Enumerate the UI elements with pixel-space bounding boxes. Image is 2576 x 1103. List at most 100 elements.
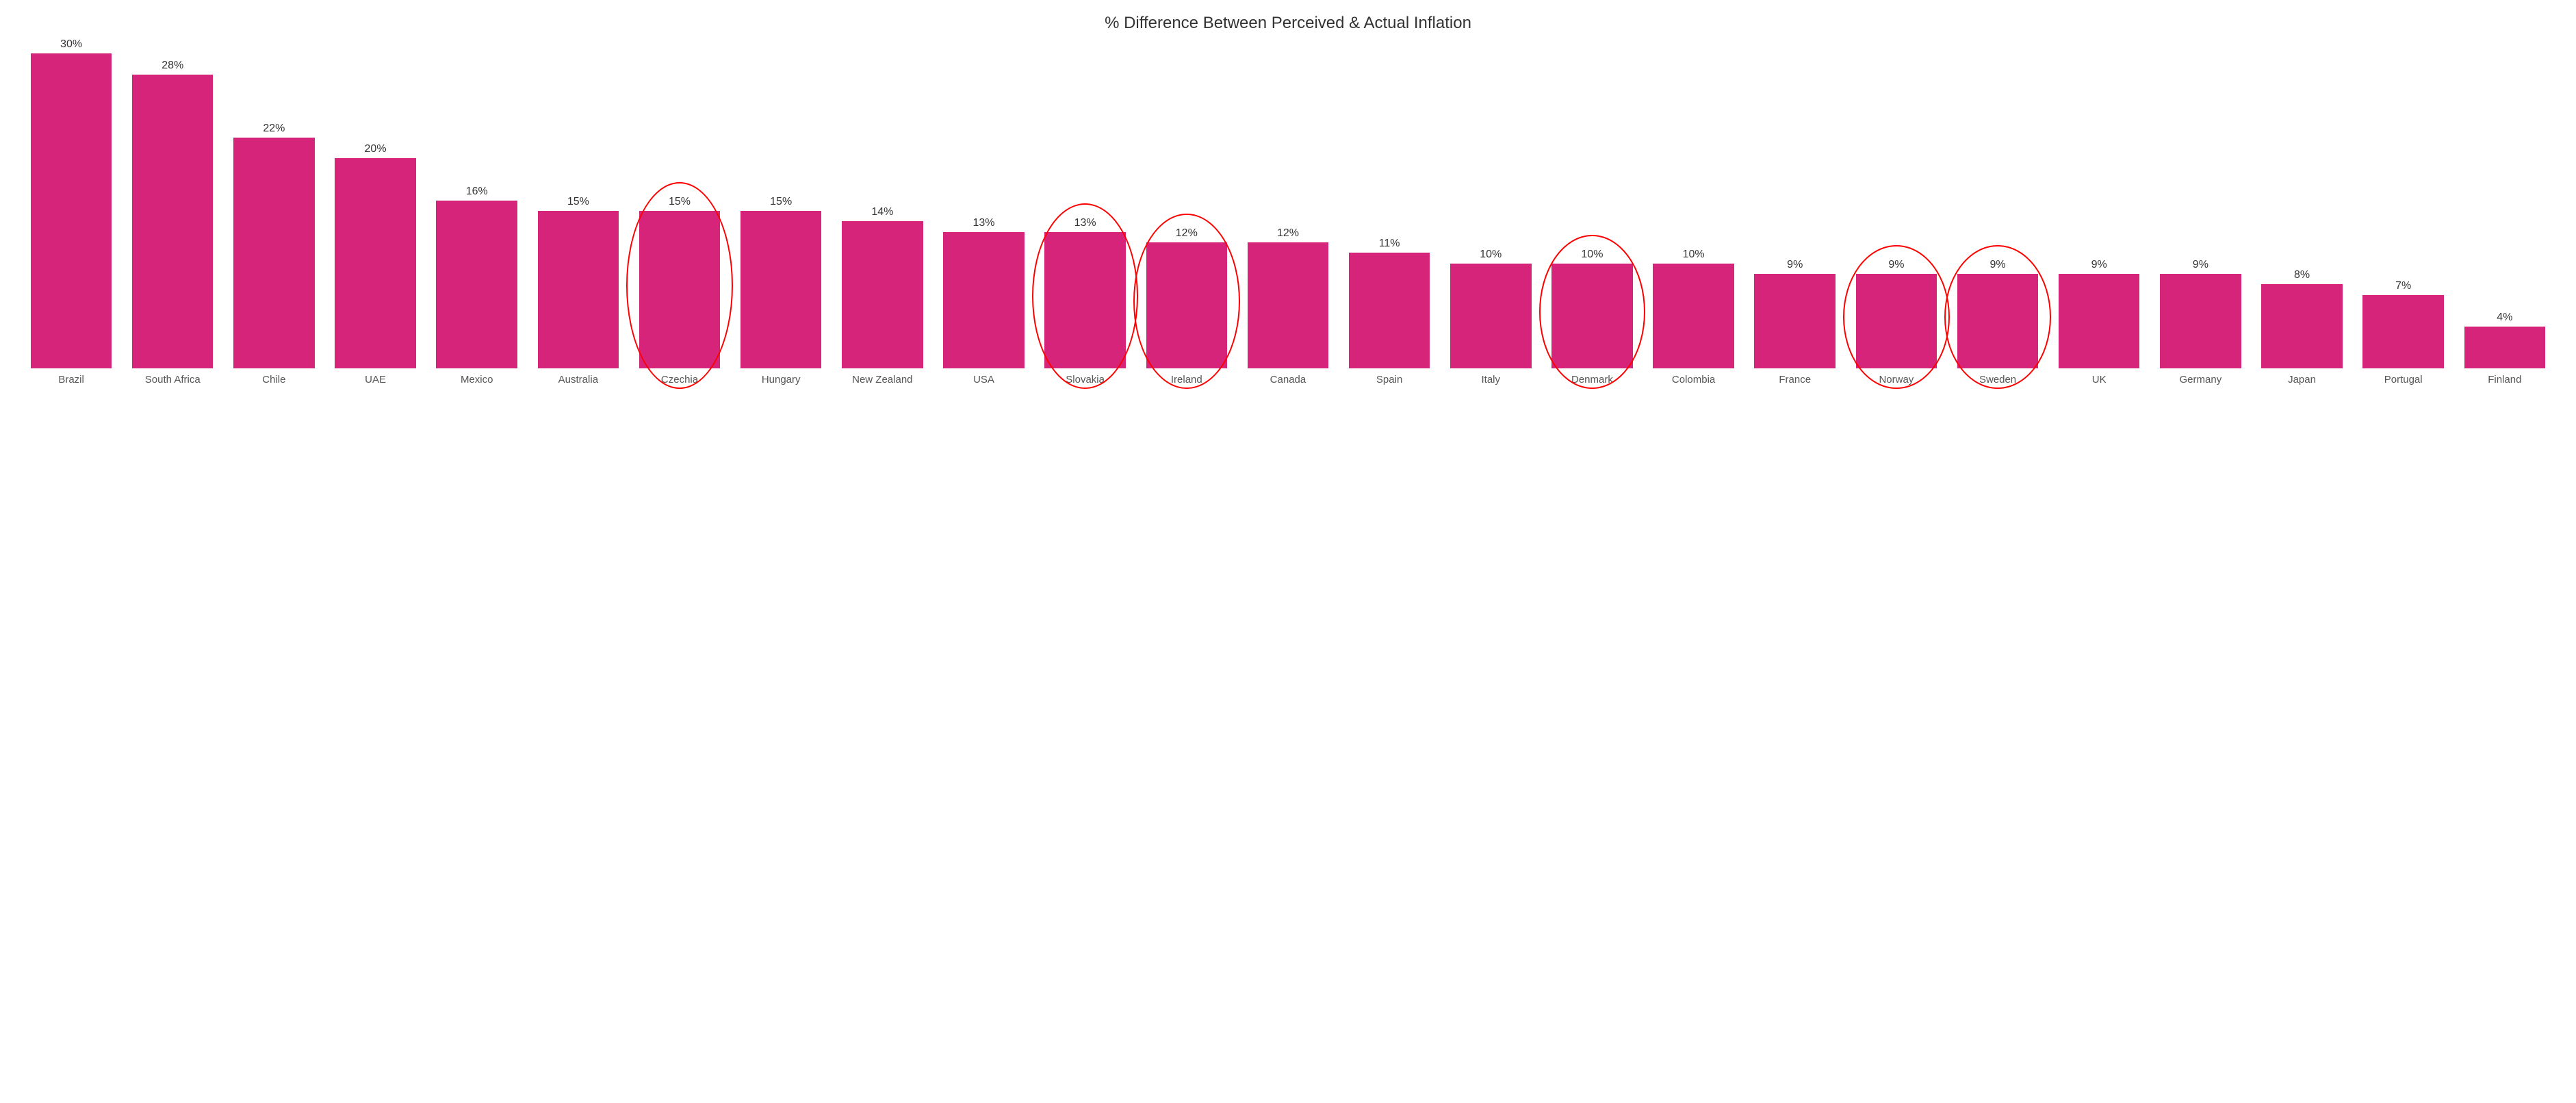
x-axis-label: Czechia	[629, 374, 730, 386]
x-axis-label: UK	[2048, 374, 2150, 386]
x-labels-row: BrazilSouth AfricaChileUAEMexicoAustrali…	[21, 374, 2555, 386]
x-axis-label: Japan	[2251, 374, 2352, 386]
bar-rect	[740, 211, 822, 368]
x-axis-label: Portugal	[2353, 374, 2454, 386]
bar-rect	[31, 53, 112, 368]
x-axis-label: USA	[933, 374, 1034, 386]
bar-value-label: 12%	[1176, 227, 1198, 240]
bar-value-label: 15%	[669, 196, 691, 208]
bar-rect	[1248, 242, 1329, 368]
x-axis-label: South Africa	[122, 374, 223, 386]
x-axis-label: Finland	[2454, 374, 2555, 386]
x-axis-label: France	[1744, 374, 1846, 386]
bar-rect	[1856, 274, 1937, 368]
bar-value-label: 9%	[1787, 259, 1803, 271]
bar-value-label: 28%	[162, 60, 183, 72]
x-axis-label: Chile	[223, 374, 324, 386]
bar-value-label: 12%	[1277, 227, 1299, 240]
bar-value-label: 14%	[871, 206, 893, 218]
x-axis-label: Germany	[2150, 374, 2251, 386]
inflation-bar-chart: % Difference Between Perceived & Actual …	[0, 0, 2576, 407]
bar-rect	[842, 221, 923, 368]
bar-col: 8%	[2251, 269, 2352, 368]
bar-rect	[2464, 327, 2546, 368]
bar-col: 13%	[1035, 217, 1136, 368]
bar-col: 20%	[324, 143, 426, 368]
bar-col: 13%	[933, 217, 1034, 368]
bar-col: 9%	[1947, 259, 2048, 368]
x-axis-label: Denmark	[1541, 374, 1643, 386]
bar-value-label: 20%	[365, 143, 387, 155]
bar-col: 4%	[2454, 312, 2555, 368]
bar-rect	[2059, 274, 2140, 368]
x-axis-label: UAE	[324, 374, 426, 386]
bar-col: 14%	[832, 206, 933, 368]
bar-col: 16%	[426, 186, 528, 368]
bar-value-label: 11%	[1379, 238, 1400, 250]
bar-col: 7%	[2353, 280, 2454, 368]
x-axis-label: Spain	[1339, 374, 1440, 386]
x-axis-label: Hungary	[730, 374, 832, 386]
bar-rect	[2160, 274, 2241, 368]
bar-value-label: 13%	[973, 217, 994, 229]
x-axis-label: Slovakia	[1035, 374, 1136, 386]
bar-col: 15%	[528, 196, 629, 368]
bar-rect	[1957, 274, 2039, 368]
bar-col: 11%	[1339, 238, 1440, 368]
x-axis-label: Mexico	[426, 374, 528, 386]
bar-value-label: 8%	[2294, 269, 2310, 281]
bar-value-label: 10%	[1581, 249, 1603, 261]
bar-value-label: 9%	[2091, 259, 2107, 271]
x-axis-label: Australia	[528, 374, 629, 386]
bar-rect	[2261, 284, 2343, 368]
bar-value-label: 9%	[1888, 259, 1904, 271]
bar-rect	[335, 158, 416, 368]
bar-rect	[1450, 264, 1532, 368]
bar-col: 30%	[21, 38, 122, 368]
x-axis-label: Norway	[1846, 374, 1947, 386]
bar-value-label: 15%	[770, 196, 792, 208]
bar-value-label: 22%	[263, 123, 285, 135]
x-axis-label: Colombia	[1643, 374, 1744, 386]
bar-rect	[436, 201, 517, 368]
x-axis-label: Canada	[1237, 374, 1339, 386]
bar-rect	[639, 211, 721, 368]
bar-col: 12%	[1136, 227, 1237, 368]
x-axis-label: Brazil	[21, 374, 122, 386]
bar-value-label: 10%	[1683, 249, 1705, 261]
x-axis-label: New Zealand	[832, 374, 933, 386]
bar-rect	[1146, 242, 1228, 368]
bar-col: 22%	[223, 123, 324, 368]
bar-rect	[538, 211, 619, 368]
bar-col: 12%	[1237, 227, 1339, 368]
bar-col: 10%	[1440, 249, 1541, 368]
bar-rect	[233, 138, 315, 368]
bar-value-label: 15%	[567, 196, 589, 208]
bar-value-label: 16%	[466, 186, 488, 198]
x-axis-label: Sweden	[1947, 374, 2048, 386]
x-axis-label: Ireland	[1136, 374, 1237, 386]
bar-col: 9%	[2048, 259, 2150, 368]
bar-col: 10%	[1643, 249, 1744, 368]
bar-value-label: 4%	[2497, 312, 2512, 324]
bar-rect	[132, 75, 214, 368]
bars-row: 30%28%22%20%16%15%15%15%14%13%13%12%12%1…	[21, 53, 2555, 368]
bar-value-label: 13%	[1074, 217, 1096, 229]
plot-area: 30%28%22%20%16%15%15%15%14%13%13%12%12%1…	[21, 53, 2555, 386]
bar-rect	[1044, 232, 1126, 368]
bar-value-label: 7%	[2395, 280, 2411, 292]
bar-col: 10%	[1541, 249, 1643, 368]
bar-rect	[2362, 295, 2444, 368]
bar-rect	[1754, 274, 1836, 368]
bar-col: 28%	[122, 60, 223, 368]
x-axis-label: Italy	[1440, 374, 1541, 386]
bar-col: 15%	[629, 196, 730, 368]
bar-col: 9%	[1744, 259, 1846, 368]
bar-value-label: 9%	[2193, 259, 2208, 271]
bar-value-label: 10%	[1480, 249, 1502, 261]
bar-col: 9%	[2150, 259, 2251, 368]
bar-col: 15%	[730, 196, 832, 368]
bar-col: 9%	[1846, 259, 1947, 368]
bar-rect	[1551, 264, 1633, 368]
bar-rect	[1349, 253, 1430, 368]
